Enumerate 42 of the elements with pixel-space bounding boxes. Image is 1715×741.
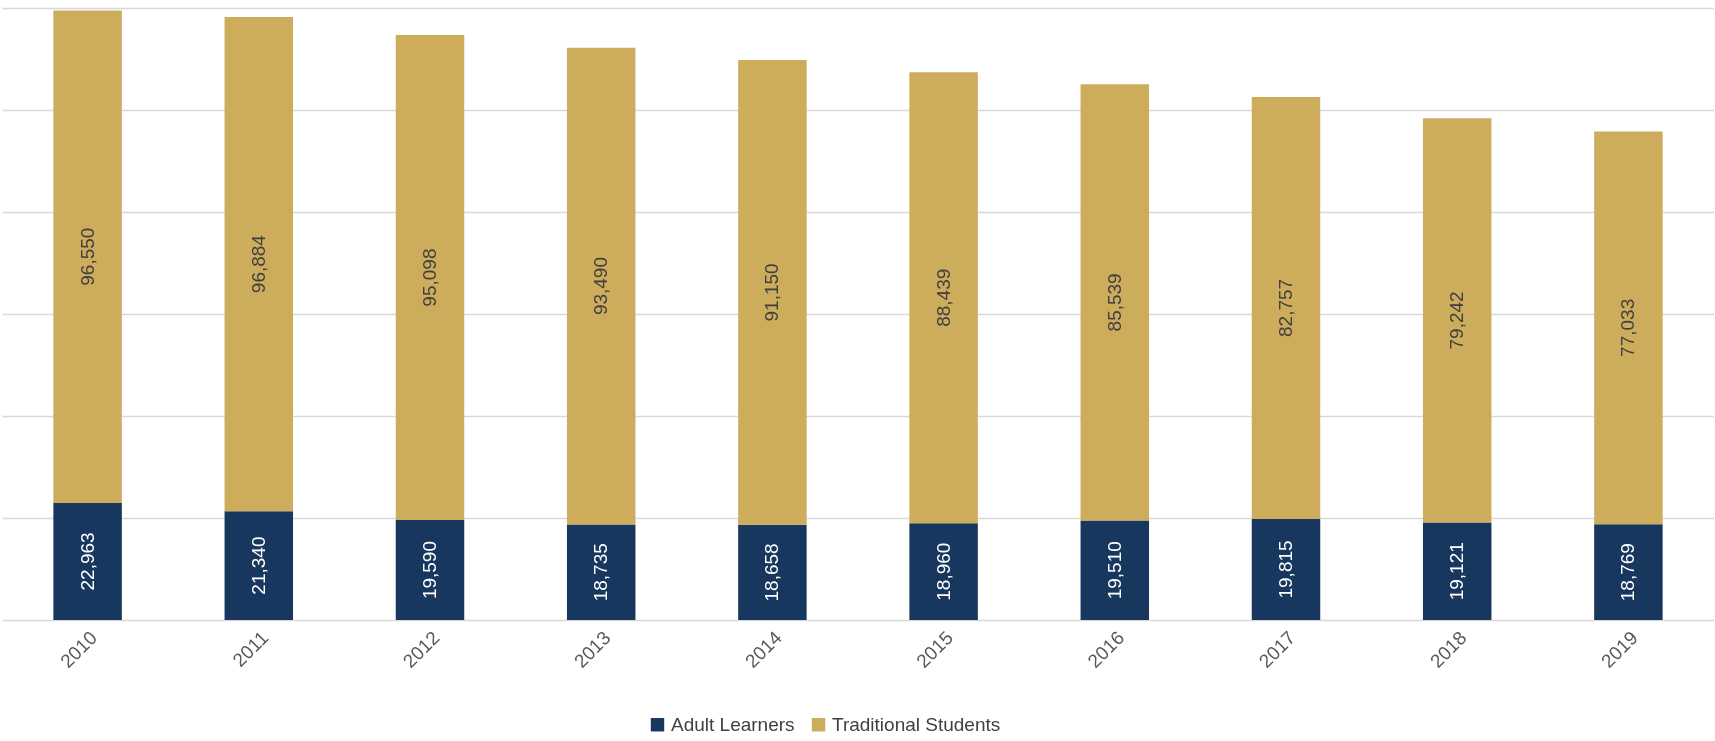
data-label: 96,884 <box>247 234 269 294</box>
bar <box>224 17 294 512</box>
bar <box>395 520 465 620</box>
data-label: 18,769 <box>1617 543 1639 602</box>
data-label: 77,033 <box>1617 298 1639 357</box>
data-label: 22,963 <box>76 532 98 591</box>
data-label: 91,150 <box>761 263 783 322</box>
bar <box>738 524 807 620</box>
bar <box>1594 524 1663 620</box>
bar <box>1080 520 1150 620</box>
bar <box>1594 131 1663 525</box>
bar <box>1251 96 1321 519</box>
bar <box>1422 118 1492 523</box>
data-label: 85,539 <box>1103 273 1125 332</box>
bar <box>53 502 122 620</box>
data-label: 96,550 <box>76 227 98 286</box>
data-label: 19,815 <box>1275 540 1296 599</box>
bar <box>1080 84 1150 521</box>
data-label: 18,658 <box>761 543 783 602</box>
bar <box>909 72 978 524</box>
legend-label: Traditional Students <box>832 713 1001 735</box>
data-label: 93,490 <box>590 256 612 316</box>
bar <box>566 47 636 525</box>
bar <box>1422 522 1492 620</box>
data-label: 88,439 <box>932 268 954 327</box>
bar <box>566 524 636 620</box>
data-label: 18,960 <box>932 542 954 601</box>
data-label: 82,757 <box>1275 278 1296 337</box>
data-label: 95,098 <box>419 248 440 307</box>
data-label: 19,590 <box>419 540 440 600</box>
bar <box>909 523 978 620</box>
data-label: 79,242 <box>1446 291 1468 350</box>
bar <box>53 10 122 503</box>
data-label: 19,510 <box>1103 541 1125 600</box>
data-label: 19,121 <box>1446 542 1468 601</box>
legend-label: Adult Learners <box>671 713 795 735</box>
data-label: 18,735 <box>590 543 612 602</box>
bar <box>738 59 807 525</box>
bar <box>224 511 294 620</box>
bar <box>1251 518 1321 620</box>
data-label: 21,340 <box>247 536 269 595</box>
bar <box>395 35 465 521</box>
